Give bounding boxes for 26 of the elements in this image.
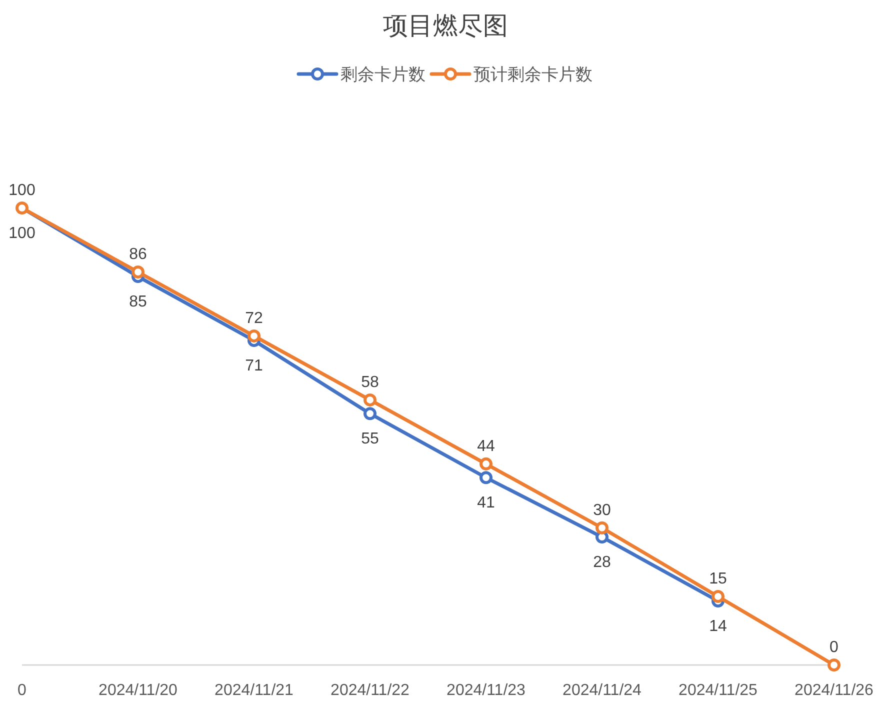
data-label: 71 [245,358,263,375]
data-label: 86 [129,246,147,263]
x-tick: 2024/11/21 [214,682,294,699]
data-label: 28 [593,554,611,572]
x-tick: 2024/11/24 [562,682,642,699]
data-label: 14 [709,618,727,636]
x-tick: 2024/11/25 [678,682,758,699]
x-tick: 2024/11/26 [794,682,874,699]
legend-label: 剩余卡片数 [340,65,426,84]
data-label: 100 [8,182,36,199]
data-label: 41 [477,494,495,512]
data-label: 15 [709,570,727,588]
title: 项目燃尽图 [383,12,508,40]
data-label: 55 [361,430,379,448]
x-tick: 2024/11/20 [98,682,178,699]
x-tick: 2024/11/22 [330,682,410,699]
data-label: 100 [8,225,36,242]
legend-label: 预计剩余卡片数 [474,65,592,84]
data-label: 58 [361,374,379,391]
data-label: 85 [129,294,147,311]
data-label: 0 [830,639,838,656]
x-tick: 2024/11/23 [446,682,526,699]
data-label: 72 [245,310,263,327]
data-label: 30 [593,502,611,519]
x-tick: 0 [18,682,26,699]
data-label: 44 [477,438,495,455]
